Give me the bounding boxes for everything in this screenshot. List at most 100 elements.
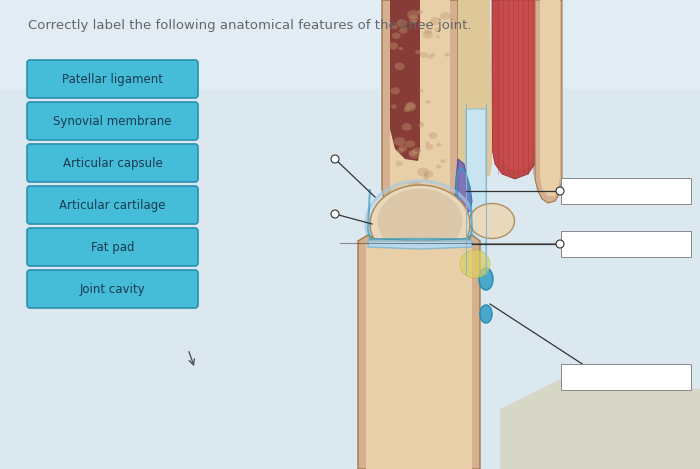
Ellipse shape xyxy=(409,151,420,159)
Ellipse shape xyxy=(417,197,424,201)
Polygon shape xyxy=(366,239,472,469)
Ellipse shape xyxy=(377,189,463,254)
Ellipse shape xyxy=(412,20,416,23)
Ellipse shape xyxy=(407,182,418,190)
Ellipse shape xyxy=(430,17,441,25)
Ellipse shape xyxy=(434,27,441,32)
Ellipse shape xyxy=(405,140,415,148)
Ellipse shape xyxy=(397,148,404,153)
Ellipse shape xyxy=(417,10,423,14)
Polygon shape xyxy=(492,0,538,179)
Ellipse shape xyxy=(440,12,450,20)
Text: Fat pad: Fat pad xyxy=(91,241,134,254)
Text: Articular cartilage: Articular cartilage xyxy=(60,198,166,212)
Ellipse shape xyxy=(436,143,442,147)
Ellipse shape xyxy=(399,145,407,151)
Ellipse shape xyxy=(399,27,407,34)
Ellipse shape xyxy=(419,122,424,125)
Ellipse shape xyxy=(394,199,403,206)
Ellipse shape xyxy=(412,147,421,154)
Ellipse shape xyxy=(397,19,407,27)
Ellipse shape xyxy=(427,54,433,59)
Ellipse shape xyxy=(409,15,419,23)
Ellipse shape xyxy=(440,159,445,163)
Text: Patellar ligament: Patellar ligament xyxy=(62,73,163,85)
Polygon shape xyxy=(500,0,535,171)
Ellipse shape xyxy=(400,197,407,203)
Ellipse shape xyxy=(405,103,416,112)
Ellipse shape xyxy=(391,87,400,94)
Polygon shape xyxy=(500,379,700,469)
Polygon shape xyxy=(358,235,480,469)
Ellipse shape xyxy=(402,123,412,131)
Polygon shape xyxy=(375,241,465,249)
Ellipse shape xyxy=(424,176,428,180)
Ellipse shape xyxy=(392,32,400,39)
Polygon shape xyxy=(372,241,392,254)
Ellipse shape xyxy=(424,23,428,26)
FancyBboxPatch shape xyxy=(561,364,691,390)
Ellipse shape xyxy=(404,107,410,112)
Polygon shape xyxy=(452,241,470,254)
Text: Articular capsule: Articular capsule xyxy=(62,157,162,169)
Polygon shape xyxy=(458,0,492,178)
Ellipse shape xyxy=(430,53,435,56)
Ellipse shape xyxy=(409,150,416,156)
Circle shape xyxy=(331,210,339,218)
Circle shape xyxy=(556,187,564,195)
Ellipse shape xyxy=(436,35,440,38)
Ellipse shape xyxy=(402,191,409,196)
Ellipse shape xyxy=(398,47,403,50)
FancyBboxPatch shape xyxy=(27,228,198,266)
Polygon shape xyxy=(455,159,472,213)
FancyBboxPatch shape xyxy=(561,178,691,204)
Ellipse shape xyxy=(413,182,421,188)
Ellipse shape xyxy=(470,204,514,239)
Ellipse shape xyxy=(426,200,438,209)
Ellipse shape xyxy=(424,171,433,178)
Polygon shape xyxy=(540,0,560,196)
Ellipse shape xyxy=(460,250,490,278)
Ellipse shape xyxy=(392,25,398,30)
Ellipse shape xyxy=(406,102,416,109)
Ellipse shape xyxy=(395,62,405,70)
Ellipse shape xyxy=(426,100,430,104)
Ellipse shape xyxy=(404,198,413,205)
Ellipse shape xyxy=(407,10,419,19)
FancyBboxPatch shape xyxy=(561,231,691,257)
Polygon shape xyxy=(535,0,562,203)
Ellipse shape xyxy=(419,89,424,92)
Ellipse shape xyxy=(405,186,414,193)
Text: Synovial membrane: Synovial membrane xyxy=(53,114,171,128)
Ellipse shape xyxy=(391,105,397,109)
Ellipse shape xyxy=(436,165,442,168)
Polygon shape xyxy=(382,0,458,227)
Ellipse shape xyxy=(394,137,405,146)
FancyBboxPatch shape xyxy=(27,144,198,182)
Ellipse shape xyxy=(444,53,450,57)
Polygon shape xyxy=(466,109,486,275)
Text: Joint cavity: Joint cavity xyxy=(80,282,146,295)
Ellipse shape xyxy=(479,268,493,290)
Polygon shape xyxy=(390,0,420,161)
Ellipse shape xyxy=(395,160,402,166)
Ellipse shape xyxy=(424,29,432,35)
Ellipse shape xyxy=(480,305,492,323)
Bar xyxy=(0,0,700,89)
FancyBboxPatch shape xyxy=(27,186,198,224)
Ellipse shape xyxy=(426,144,433,150)
Ellipse shape xyxy=(428,132,438,139)
Ellipse shape xyxy=(423,31,433,38)
Text: Correctly label the following anatomical features of the knee joint.: Correctly label the following anatomical… xyxy=(28,19,472,32)
Ellipse shape xyxy=(425,141,430,144)
Polygon shape xyxy=(368,241,472,249)
Ellipse shape xyxy=(418,123,424,128)
Polygon shape xyxy=(390,0,450,219)
Ellipse shape xyxy=(370,185,470,263)
Ellipse shape xyxy=(389,42,398,50)
Circle shape xyxy=(556,240,564,248)
Ellipse shape xyxy=(424,173,428,177)
FancyBboxPatch shape xyxy=(27,270,198,308)
Ellipse shape xyxy=(420,52,428,58)
Ellipse shape xyxy=(415,50,421,54)
